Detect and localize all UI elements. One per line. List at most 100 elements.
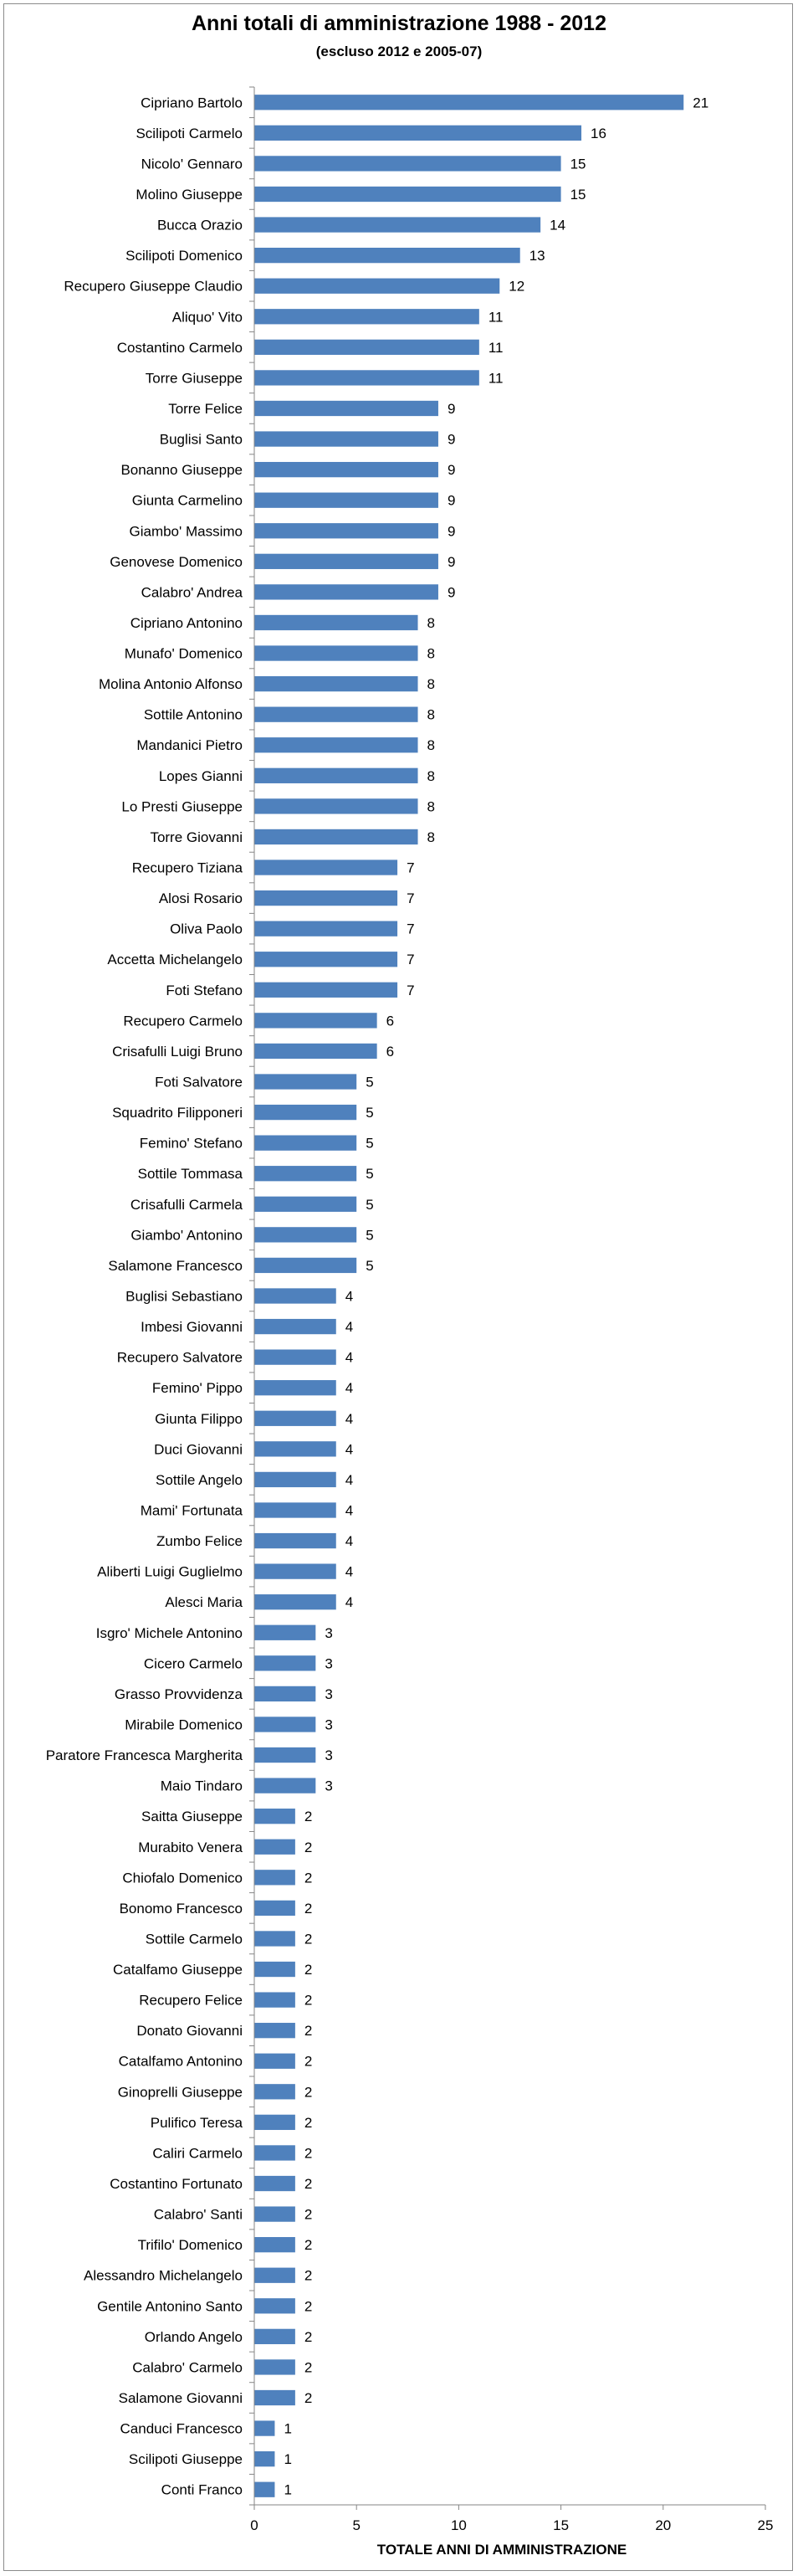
category-label: Mandanici Pietro (136, 737, 243, 753)
category-label: Costantino Carmelo (117, 340, 243, 356)
bar (254, 339, 479, 355)
category-label: Sottile Antonino (144, 707, 243, 723)
category-label: Molina Antonio Alfonso (99, 676, 243, 692)
category-label: Sottile Carmelo (146, 1931, 243, 1947)
bar (254, 982, 398, 998)
data-label: 21 (693, 95, 708, 110)
category-label: Nicolo' Gennaro (141, 156, 243, 172)
category-label: Donato Giovanni (136, 2023, 243, 2039)
category-label: Caliri Carmelo (152, 2145, 243, 2161)
bar (254, 1686, 316, 1702)
bar (254, 1992, 295, 2008)
data-label: 8 (427, 829, 435, 845)
data-label: 3 (325, 1686, 332, 1702)
data-label: 2 (304, 2268, 312, 2284)
category-label: Grasso Provvidenza (115, 1686, 243, 1702)
category-label: Cicero Carmelo (144, 1655, 243, 1671)
bar (254, 645, 418, 661)
category-label: Bonomo Francesco (120, 1901, 243, 1917)
bar (254, 523, 438, 539)
data-label: 9 (448, 554, 455, 570)
data-label: 2 (304, 2207, 312, 2223)
data-label: 2 (304, 2237, 312, 2253)
category-label: Pulifico Teresa (151, 2115, 243, 2131)
bar (254, 2053, 295, 2069)
data-label: 5 (366, 1075, 373, 1090)
bar (254, 2023, 295, 2039)
data-label: 7 (407, 983, 414, 998)
bar (254, 2206, 295, 2222)
x-tick-label: 15 (553, 2517, 569, 2533)
data-label: 9 (448, 493, 455, 509)
category-label: Alosi Rosario (159, 890, 243, 906)
data-label: 8 (427, 646, 435, 662)
category-label: Cipriano Antonino (130, 615, 243, 631)
bar (254, 1441, 336, 1457)
bar (254, 1257, 357, 1274)
bar (254, 1931, 295, 1947)
category-label: Molino Giuseppe (136, 187, 243, 203)
bar (254, 1778, 316, 1793)
data-label: 15 (570, 156, 586, 172)
category-label: Recupero Salvatore (117, 1350, 243, 1366)
category-label: Catalfamo Giuseppe (113, 1962, 243, 1978)
category-label: Giambo' Massimo (129, 523, 243, 539)
bar (254, 156, 561, 172)
bar (254, 584, 438, 600)
category-label: Giambo' Antonino (130, 1227, 243, 1243)
bar (254, 1380, 336, 1396)
chart-subtitle: (escluso 2012 e 2005-07) (315, 44, 483, 59)
data-label: 9 (448, 523, 455, 539)
category-label: Crisafulli Carmela (130, 1197, 243, 1213)
bar (254, 553, 438, 569)
category-label: Accetta Michelangelo (107, 952, 243, 967)
y-axis-ticks-group (249, 86, 254, 2506)
category-label: Mami' Fortunata (141, 1502, 243, 1518)
category-label: Recupero Tiziana (132, 860, 243, 876)
data-label: 2 (304, 1993, 312, 2009)
category-label: Sottile Angelo (156, 1472, 243, 1488)
bar (254, 400, 438, 417)
data-label: 7 (407, 952, 414, 967)
category-label: Cipriano Bartolo (141, 95, 243, 110)
category-label: Bucca Orazio (157, 218, 243, 233)
bar (254, 461, 438, 478)
category-label: Femino' Stefano (140, 1136, 243, 1152)
bar (254, 737, 418, 753)
category-label: Buglisi Santo (160, 432, 243, 448)
data-label: 2 (304, 2359, 312, 2375)
bar (254, 2389, 295, 2406)
data-label: 7 (407, 890, 414, 906)
data-label: 2 (304, 1840, 312, 1855)
bar (254, 95, 684, 110)
bar (254, 675, 418, 692)
category-label: Recupero Carmelo (123, 1013, 243, 1029)
data-label: 2 (304, 1870, 312, 1886)
data-label: 13 (529, 248, 545, 264)
data-label: 5 (366, 1105, 373, 1121)
data-label: 2 (304, 2329, 312, 2345)
bar (254, 1196, 357, 1212)
category-label: Aliberti Luigi Guglielmo (97, 1564, 243, 1580)
data-label: 8 (427, 798, 435, 814)
bar (254, 2175, 295, 2192)
bar (254, 1166, 357, 1182)
data-label: 4 (345, 1350, 353, 1366)
category-label: Maio Tindaro (161, 1778, 243, 1794)
data-labels-group: 2116151514131211111199999998888888877777… (284, 95, 708, 2497)
data-label: 6 (386, 1013, 394, 1029)
bar (254, 2084, 295, 2100)
category-label: Lopes Gianni (159, 768, 243, 784)
data-label: 9 (448, 401, 455, 417)
bar (254, 1074, 357, 1090)
data-label: 4 (345, 1441, 353, 1457)
bar (254, 1135, 357, 1151)
data-label: 3 (325, 1655, 332, 1671)
category-label: Giunta Filippo (155, 1411, 243, 1427)
bar (254, 1410, 336, 1426)
category-label: Costantino Fortunato (110, 2176, 243, 2192)
category-label: Calabro' Carmelo (132, 2359, 243, 2375)
bar (254, 1502, 336, 1518)
x-axis-ticks-group: 0 5 10 15 20 25 (250, 2505, 773, 2533)
x-tick-label: 20 (655, 2517, 671, 2533)
